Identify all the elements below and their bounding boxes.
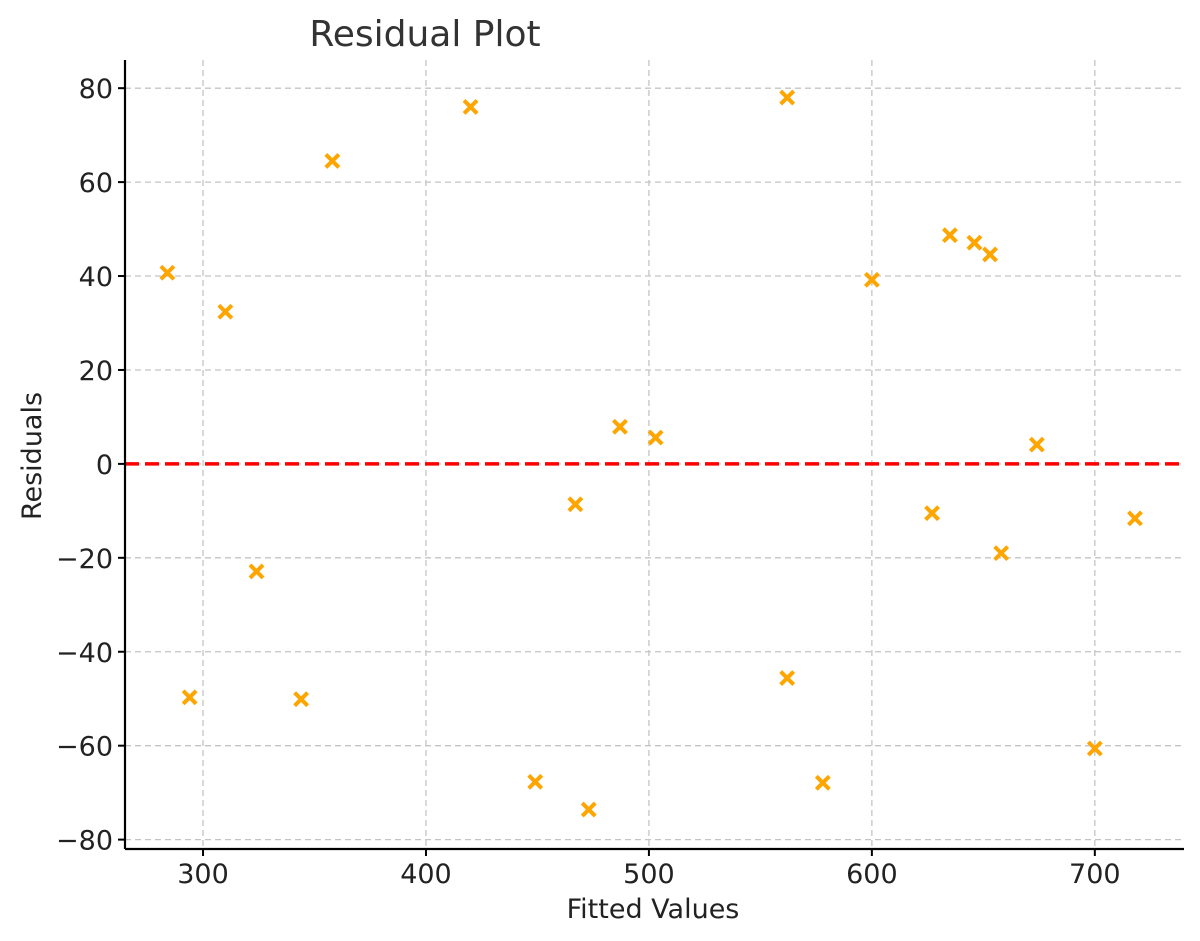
tick-labels-layer: 300 400 500 600 700 −80 −60 −40 −20 0 20 40 60 80 [56, 74, 1121, 890]
x-tick-label-700: 700 [1069, 859, 1121, 890]
data-point-13 [779, 89, 796, 106]
y-tick-label-7: 60 [79, 168, 113, 199]
data-point-4 [248, 563, 265, 580]
data-point-12 [647, 429, 664, 446]
y-axis-label: Residuals [17, 392, 48, 520]
axes-layer [118, 60, 1184, 856]
grid-layer [125, 60, 1184, 849]
x-tick-label-300: 300 [177, 859, 229, 890]
data-point-14 [779, 670, 796, 686]
data-point-17 [924, 505, 940, 522]
y-tick-label-8: 80 [79, 74, 113, 105]
data-point-8 [527, 773, 544, 790]
data-point-5 [293, 691, 310, 708]
x-tick-label-500: 500 [623, 859, 675, 890]
chart-title: Residual Plot [309, 14, 540, 55]
data-point-20 [982, 246, 998, 263]
data-point-16 [863, 271, 880, 288]
data-point-22 [1028, 436, 1045, 453]
y-tick-label-6: 40 [79, 262, 113, 293]
y-tick-label-2: −40 [56, 638, 113, 669]
data-point-24 [1127, 510, 1143, 527]
data-point-1 [159, 264, 176, 281]
x-tick-label-400: 400 [400, 859, 452, 890]
data-points-layer [159, 89, 1143, 818]
y-tick-label-5: 20 [79, 356, 113, 387]
data-point-2 [181, 689, 198, 706]
y-tick-label-1: −60 [56, 732, 113, 763]
data-point-6 [324, 153, 341, 169]
x-axis-label: Fitted Values [567, 894, 740, 925]
data-point-7 [462, 99, 479, 115]
x-tick-label-600: 600 [846, 859, 898, 890]
data-point-23 [1086, 740, 1103, 757]
y-tick-label-3: −20 [56, 544, 113, 575]
data-point-10 [580, 801, 597, 818]
data-point-9 [567, 496, 584, 513]
data-point-3 [217, 303, 234, 320]
data-point-19 [966, 234, 983, 251]
data-point-11 [612, 418, 628, 435]
y-tick-label-4: 0 [96, 450, 113, 481]
y-tick-label-0: −80 [56, 826, 113, 857]
data-point-18 [941, 227, 958, 244]
data-point-15 [814, 774, 831, 791]
data-point-21 [993, 545, 1010, 562]
